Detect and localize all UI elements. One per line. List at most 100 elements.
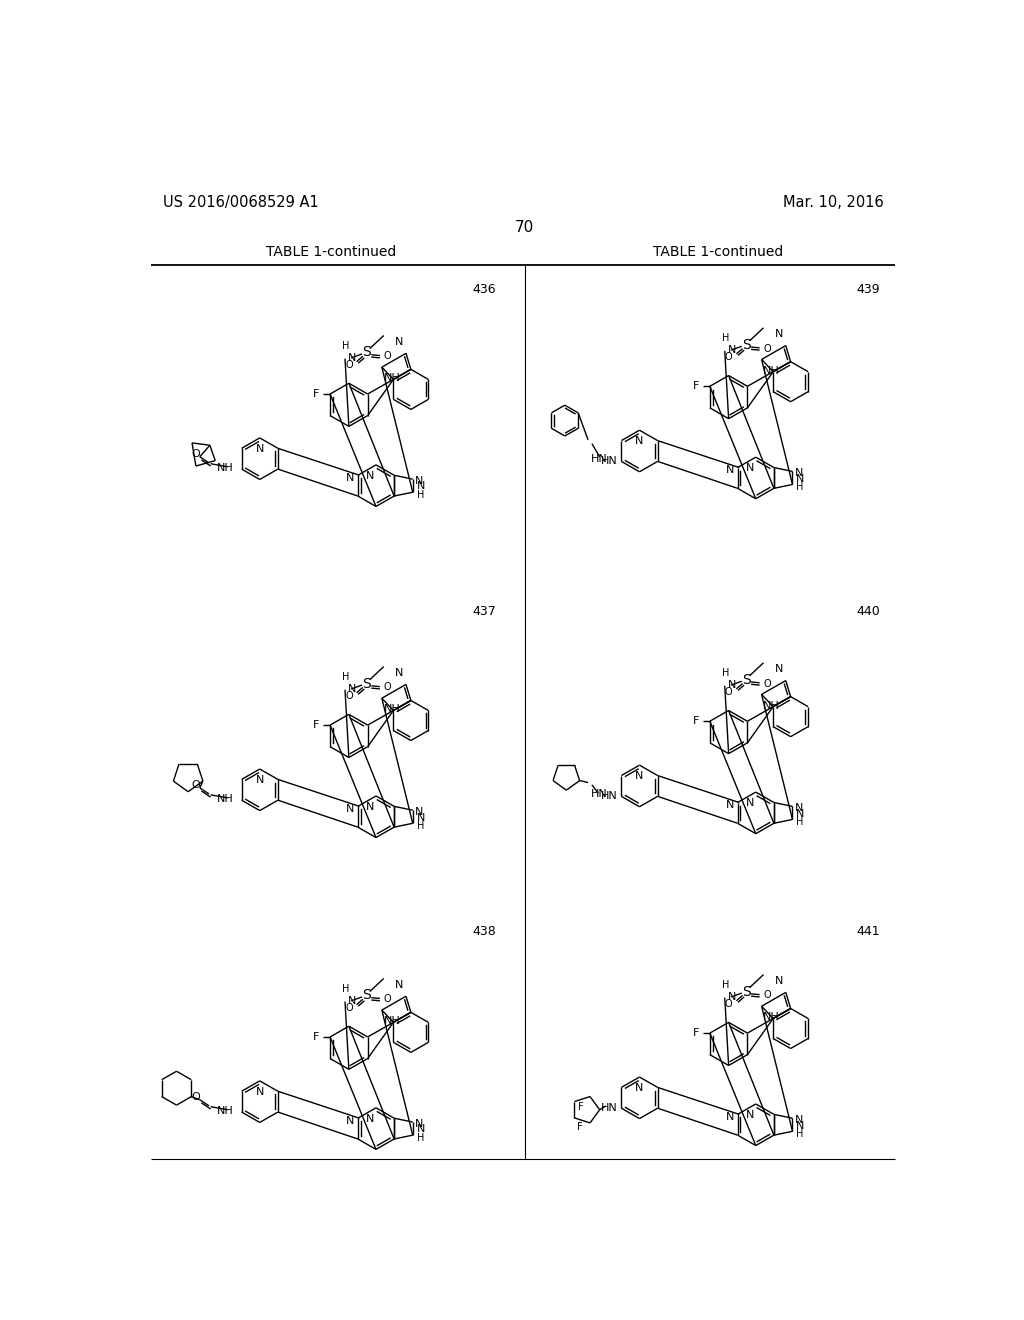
Text: F: F (579, 1102, 584, 1111)
Text: F: F (313, 721, 319, 730)
Text: TABLE 1-continued: TABLE 1-continued (653, 244, 783, 259)
Text: N: N (415, 807, 423, 817)
Text: N: N (417, 1125, 425, 1134)
Text: F: F (692, 1028, 699, 1038)
Text: N: N (635, 1084, 644, 1093)
Text: H: H (417, 490, 424, 500)
Text: N: N (346, 1115, 354, 1126)
Text: US 2016/0068529 A1: US 2016/0068529 A1 (163, 195, 318, 210)
Text: H: H (797, 482, 804, 492)
Text: N: N (256, 775, 264, 785)
Text: N: N (728, 680, 736, 690)
Text: H: H (342, 672, 349, 682)
Text: N: N (348, 684, 356, 694)
Text: N: N (775, 664, 783, 675)
Text: NH: NH (763, 701, 780, 710)
Text: H: H (722, 979, 729, 990)
Text: NH: NH (383, 374, 400, 383)
Text: O: O (345, 360, 352, 370)
Text: H: H (797, 817, 804, 828)
Text: NH: NH (383, 1016, 400, 1026)
Text: N: N (417, 813, 425, 822)
Text: Mar. 10, 2016: Mar. 10, 2016 (783, 195, 884, 210)
Text: N: N (346, 473, 354, 483)
Text: 441: 441 (856, 924, 880, 937)
Text: H: H (417, 1133, 424, 1143)
Text: NH: NH (383, 705, 400, 714)
Text: F: F (313, 389, 319, 399)
Text: 440: 440 (856, 605, 880, 618)
Text: O: O (725, 999, 732, 1008)
Text: N: N (797, 474, 805, 483)
Text: N: N (745, 799, 755, 808)
Text: N: N (395, 337, 403, 347)
Text: N: N (256, 444, 264, 454)
Text: O: O (764, 343, 771, 354)
Text: N: N (795, 804, 803, 813)
Text: H: H (722, 668, 729, 678)
Text: NH: NH (217, 793, 233, 804)
Text: N: N (346, 804, 354, 813)
Text: N: N (395, 668, 403, 678)
Text: NH: NH (217, 1106, 233, 1115)
Text: F: F (313, 1032, 319, 1041)
Text: HN: HN (591, 454, 607, 465)
Text: N: N (795, 1115, 803, 1125)
Text: H: H (417, 821, 424, 832)
Text: O: O (384, 682, 391, 693)
Text: 439: 439 (856, 284, 880, 296)
Text: O: O (764, 678, 771, 689)
Text: O: O (345, 690, 352, 701)
Text: O: O (345, 1003, 352, 1012)
Text: N: N (745, 463, 755, 474)
Text: N: N (775, 977, 783, 986)
Text: N: N (797, 809, 805, 818)
Text: 437: 437 (472, 605, 496, 618)
Text: N: N (366, 803, 375, 812)
Text: N: N (415, 477, 423, 486)
Text: N: N (797, 1121, 805, 1130)
Text: F: F (692, 717, 699, 726)
Text: NH: NH (763, 366, 780, 376)
Text: N: N (395, 979, 403, 990)
Text: N: N (635, 771, 644, 781)
Text: S: S (362, 989, 371, 1002)
Text: H: H (342, 341, 349, 351)
Text: HN: HN (601, 792, 617, 801)
Text: O: O (191, 1092, 201, 1102)
Text: N: N (725, 800, 734, 809)
Text: O: O (384, 351, 391, 362)
Text: NH: NH (217, 462, 233, 473)
Text: N: N (415, 1119, 423, 1129)
Text: N: N (348, 352, 356, 363)
Text: S: S (362, 677, 371, 690)
Text: S: S (742, 985, 751, 998)
Text: N: N (256, 1088, 264, 1097)
Text: N: N (348, 995, 356, 1006)
Text: N: N (417, 482, 425, 491)
Text: S: S (362, 346, 371, 359)
Text: N: N (775, 330, 783, 339)
Text: N: N (795, 469, 803, 478)
Text: O: O (191, 449, 201, 458)
Text: HN: HN (591, 789, 607, 799)
Text: S: S (742, 673, 751, 686)
Text: N: N (725, 1111, 734, 1122)
Text: O: O (191, 780, 201, 789)
Text: H: H (342, 983, 349, 994)
Text: HN: HN (601, 457, 617, 466)
Text: TABLE 1-continued: TABLE 1-continued (266, 244, 396, 259)
Text: N: N (745, 1110, 755, 1121)
Text: 438: 438 (472, 924, 496, 937)
Text: O: O (725, 352, 732, 362)
Text: H: H (722, 333, 729, 343)
Text: N: N (635, 437, 644, 446)
Text: F: F (692, 381, 699, 391)
Text: 70: 70 (515, 220, 535, 235)
Text: HN: HN (601, 1104, 617, 1113)
Text: S: S (742, 338, 751, 351)
Text: O: O (725, 686, 732, 697)
Text: N: N (366, 471, 375, 480)
Text: N: N (728, 345, 736, 355)
Text: 436: 436 (472, 284, 496, 296)
